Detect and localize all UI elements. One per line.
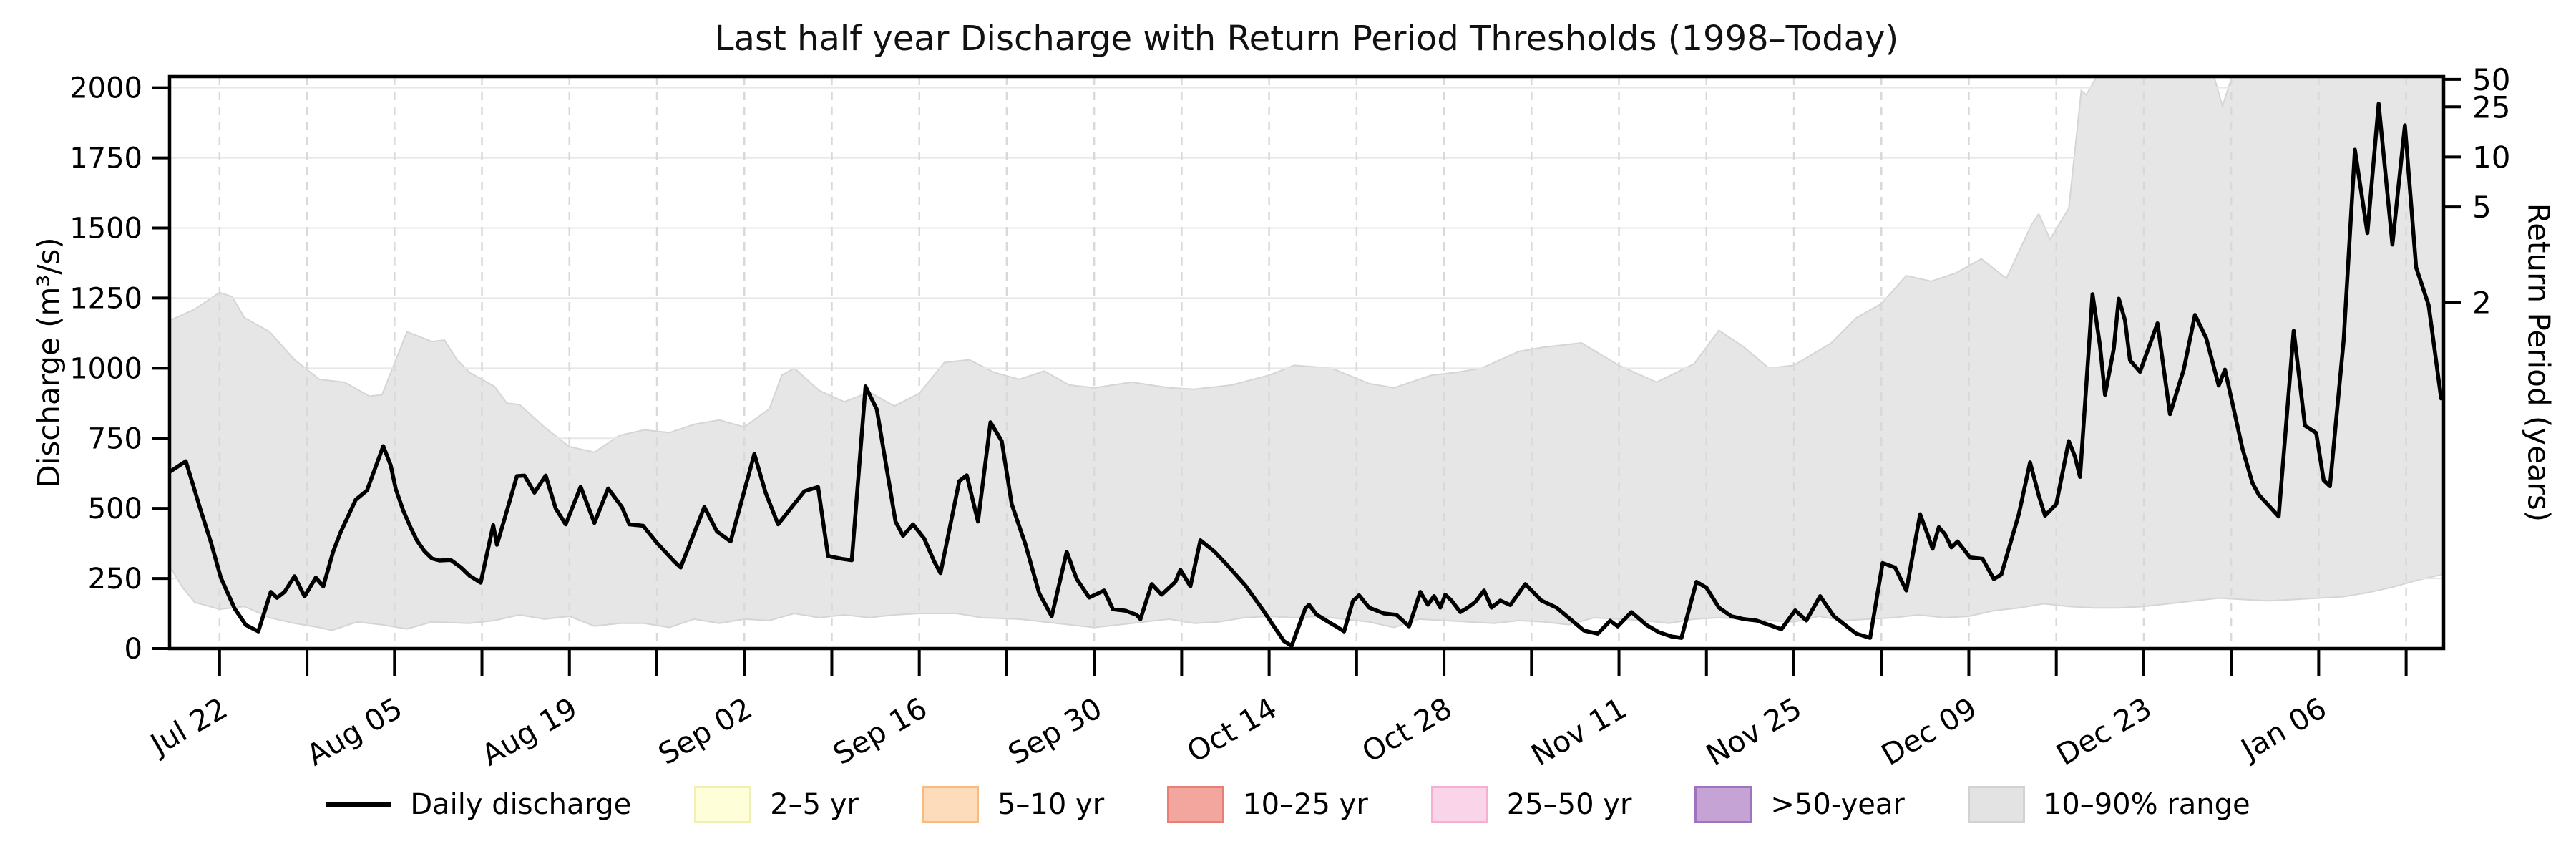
y-tick-label-left: 250 <box>88 563 142 596</box>
chart-title: Last half year Discharge with Return Per… <box>714 19 1899 59</box>
y-tick-label-left: 2000 <box>69 72 142 105</box>
legend-swatch-daily-discharge <box>326 802 392 807</box>
y-tick-label-left: 1500 <box>69 213 142 246</box>
x-tick-label: Sep 30 <box>1002 691 1108 772</box>
return-period-tick-label: 25 <box>2472 89 2510 125</box>
legend-item-daily-discharge: Daily discharge <box>326 788 631 821</box>
legend-label-band-25-50yr: 25–50 yr <box>1506 788 1632 821</box>
return-period-tick-label: 50 <box>2472 62 2510 97</box>
legend-swatch-band-10-90pct <box>1967 786 2025 823</box>
x-tick-label: Oct 28 <box>1356 691 1458 770</box>
band-upper-edge <box>170 77 2233 453</box>
y-tick-label-left: 500 <box>88 492 142 525</box>
daily-discharge-line <box>170 102 2444 648</box>
plot-frame <box>167 74 2446 651</box>
y-tick-label-left: 750 <box>88 422 142 455</box>
legend-item-band-5-10yr: 5–10 yr <box>921 786 1105 823</box>
legend-swatch-band-25-50yr <box>1430 786 1488 823</box>
legend-swatch-band-5-10yr <box>921 786 979 823</box>
legend: Daily discharge 2–5 yr 5–10 yr 10–25 yr 25–5… <box>0 786 2576 823</box>
legend-swatch-band-2-5yr <box>694 786 752 823</box>
legend-label-band-5-10yr: 5–10 yr <box>997 788 1105 821</box>
legend-label-band-2-5yr: 2–5 yr <box>770 788 859 821</box>
x-tick-label: Oct 14 <box>1181 691 1283 770</box>
y-tick-label-left: 1750 <box>69 142 142 175</box>
x-tick-label: Nov 11 <box>1526 691 1633 772</box>
x-tick-label: Jul 22 <box>143 691 233 762</box>
band-10-90-range <box>170 77 2444 631</box>
return-period-tick-label: 10 <box>2472 140 2510 175</box>
legend-item-band-gt50yr: >50-year <box>1694 786 1905 823</box>
y-tick-label-left: 1000 <box>69 352 142 385</box>
legend-item-band-25-50yr: 25–50 yr <box>1430 786 1632 823</box>
legend-label-band-10-25yr: 10–25 yr <box>1243 788 1368 821</box>
x-tick-label: Sep 16 <box>827 691 932 772</box>
x-tick-label: Nov 25 <box>1700 691 1807 772</box>
x-tick-label: Aug 19 <box>476 691 583 772</box>
return-period-tick-label: 2 <box>2472 285 2492 320</box>
legend-item-band-2-5yr: 2–5 yr <box>694 786 859 823</box>
x-tick-label: Sep 02 <box>653 691 758 772</box>
x-tick-label: Dec 09 <box>1875 691 1982 772</box>
y-tick-label-left: 1250 <box>69 282 142 315</box>
x-tick-label: Jan 06 <box>2234 691 2333 767</box>
legend-swatch-band-10-25yr <box>1167 786 1225 823</box>
x-tick-label: Aug 05 <box>301 691 409 772</box>
y-tick-label-left: 0 <box>125 633 142 666</box>
legend-label-band-10-90pct: 10–90% range <box>2043 788 2250 821</box>
y-axis-label-left: Discharge (m³/s) <box>31 237 67 488</box>
legend-label-daily-discharge: Daily discharge <box>410 788 632 821</box>
x-tick-label: Dec 23 <box>2051 691 2157 772</box>
legend-swatch-band-gt50yr <box>1694 786 1752 823</box>
legend-item-band-10-25yr: 10–25 yr <box>1167 786 1368 823</box>
y-axis-label-right: Return Period (years) <box>2521 203 2557 523</box>
return-period-tick-label: 5 <box>2472 190 2492 225</box>
legend-item-band-10-90pct: 10–90% range <box>1967 786 2250 823</box>
legend-label-band-gt50yr: >50-year <box>1770 788 1905 821</box>
